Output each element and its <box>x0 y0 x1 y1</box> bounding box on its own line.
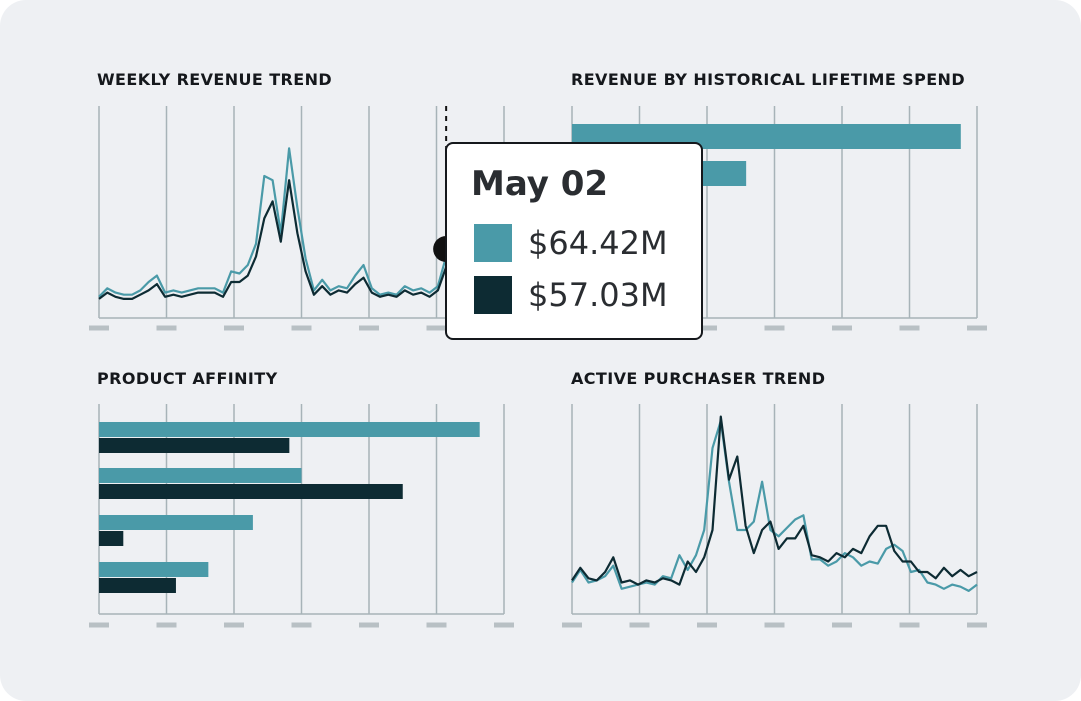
teal-swatch-icon <box>474 224 512 262</box>
lifetime-spend-tick <box>967 325 987 331</box>
product-affinity-teal-bar <box>99 562 209 577</box>
tooltip-row-teal: $64.42M <box>474 223 668 263</box>
product-affinity-title: PRODUCT AFFINITY <box>97 369 278 388</box>
active-purchaser-tick <box>899 622 920 628</box>
weekly-revenue-title: WEEKLY REVENUE TREND <box>97 70 333 89</box>
tooltip-value-navy: $57.03M <box>528 276 668 314</box>
weekly-revenue-tick <box>89 325 109 331</box>
product-affinity-tick <box>89 622 109 628</box>
tooltip-row-navy: $57.03M <box>474 275 668 315</box>
product-affinity-navy-bar <box>99 578 176 593</box>
lifetime-spend-tick <box>697 325 717 331</box>
active-purchaser-title: ACTIVE PURCHASER TREND <box>571 369 826 388</box>
active-purchaser-tick <box>764 622 785 628</box>
product-affinity-tick <box>291 622 312 628</box>
active-purchaser-tick <box>629 622 650 628</box>
product-affinity-navy-bar <box>99 531 124 546</box>
weekly-revenue-tick <box>291 325 312 331</box>
product-affinity-tick <box>494 622 514 628</box>
weekly-revenue-tick <box>224 325 244 331</box>
product-affinity-tick <box>224 622 244 628</box>
active-purchaser-tick <box>697 622 717 628</box>
weekly-revenue-tick <box>156 325 177 331</box>
product-affinity-tick <box>156 622 177 628</box>
product-affinity-teal-bar <box>99 422 480 437</box>
weekly-revenue-tick <box>359 325 379 331</box>
lifetime-spend-tick <box>764 325 785 331</box>
active-purchaser-tick <box>967 622 987 628</box>
active-purchaser-tick <box>832 622 852 628</box>
lifetime-spend-title: REVENUE BY HISTORICAL LIFETIME SPEND <box>571 70 966 89</box>
tooltip-value-teal: $64.42M <box>528 224 668 262</box>
active-purchaser-series-2-line <box>571 415 978 586</box>
active-purchaser-tick <box>562 622 582 628</box>
tooltip-date: May 02 <box>471 164 609 204</box>
product-affinity-chart[interactable] <box>89 404 514 628</box>
weekly-revenue-series-1-line <box>98 147 505 298</box>
chart-tooltip: May 02 $64.42M $57.03M <box>445 142 703 340</box>
product-affinity-tick <box>359 622 379 628</box>
navy-swatch-icon <box>474 276 512 314</box>
product-affinity-tick <box>426 622 447 628</box>
active-purchaser-chart[interactable] <box>562 404 987 628</box>
weekly-revenue-tick <box>426 325 447 331</box>
product-affinity-teal-bar <box>99 468 302 483</box>
product-affinity-navy-bar <box>99 438 290 453</box>
product-affinity-navy-bar <box>99 484 403 499</box>
lifetime-spend-tick <box>832 325 852 331</box>
weekly-revenue-series-2-line <box>98 179 505 300</box>
lifetime-spend-tick <box>899 325 920 331</box>
product-affinity-teal-bar <box>99 515 253 530</box>
